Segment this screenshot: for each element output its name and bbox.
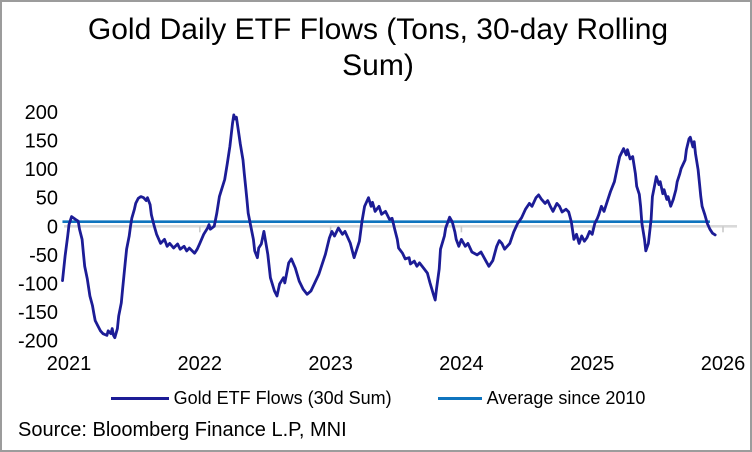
flows-line-swatch	[110, 396, 169, 400]
y-axis-label: 200	[25, 102, 58, 124]
x-axis-label: 2025	[570, 353, 615, 375]
x-axis-label: 2022	[178, 353, 223, 375]
x-axis-label: 2023	[308, 353, 353, 375]
x-axis-label: 2024	[439, 353, 484, 375]
y-axis-label: 100	[25, 159, 58, 181]
source-note: Source: Bloomberg Finance L.P, MNI	[18, 419, 347, 441]
y-axis-label: -50	[29, 245, 58, 267]
chart-title: Gold Daily ETF Flows (Tons, 30-day Rolli…	[87, 13, 669, 82]
y-axis-label: -200	[18, 331, 58, 353]
legend-item-average: Average since 2010	[437, 387, 646, 409]
x-axis-label: 2026	[701, 353, 746, 375]
y-axis-label: 0	[47, 216, 58, 238]
legend-label-flows: Gold ETF Flows (30d Sum)	[173, 387, 392, 408]
flows-line	[61, 113, 717, 340]
legend-item-flows: Gold ETF Flows (30d Sum)	[110, 387, 392, 409]
y-axis-label: -150	[18, 302, 58, 324]
x-axis-label: 2021	[47, 353, 92, 375]
y-axis-label: 50	[36, 188, 58, 210]
y-axis-label: 150	[25, 131, 58, 153]
y-axis-label: -100	[18, 273, 58, 295]
average-line-swatch	[437, 396, 482, 400]
legend-label-average: Average since 2010	[486, 387, 646, 408]
legend: Gold ETF Flows (30d Sum) Average since 2…	[2, 385, 750, 411]
